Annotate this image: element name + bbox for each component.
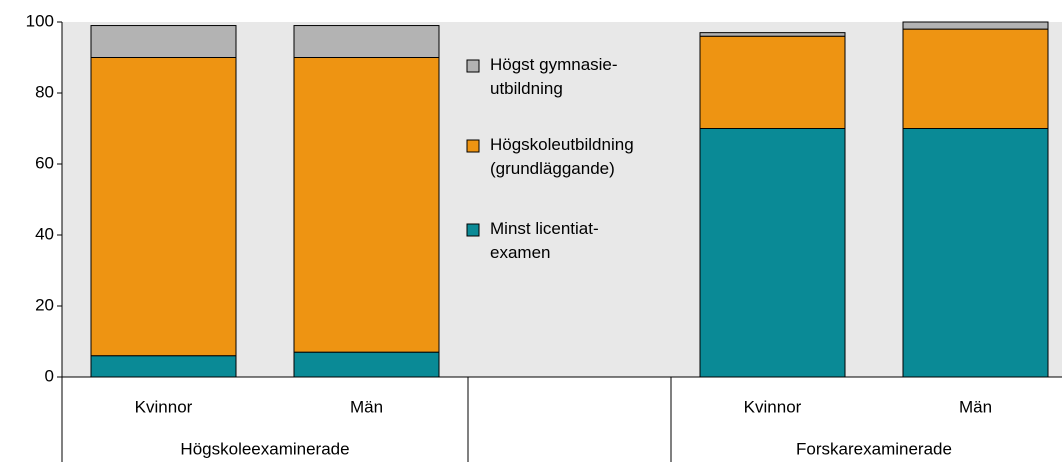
y-tick-label: 40 xyxy=(35,224,54,243)
bar-segment xyxy=(293,351,440,378)
group-label: Forskarexaminerade xyxy=(796,439,952,458)
legend-swatch xyxy=(466,59,480,73)
y-tick-label: 60 xyxy=(35,153,54,172)
y-tick-label: 0 xyxy=(45,366,54,385)
bar-segment xyxy=(902,21,1049,30)
bar-segment xyxy=(902,128,1049,378)
x-tick-label: Kvinnor xyxy=(744,397,802,416)
legend-label: Högst gymnasie-utbildning xyxy=(490,55,618,98)
bar-segment xyxy=(90,355,237,378)
bar-segment xyxy=(902,28,1049,130)
x-tick-label: Män xyxy=(350,397,383,416)
bar-segment xyxy=(90,25,237,58)
x-tick-label: Män xyxy=(959,397,992,416)
bar-segment xyxy=(90,57,237,357)
x-tick-label: Kvinnor xyxy=(135,397,193,416)
bar-segment xyxy=(293,25,440,58)
bar-segment xyxy=(699,128,846,378)
legend-swatch xyxy=(466,223,480,237)
bar-segment xyxy=(293,57,440,353)
legend-label: Högskoleutbildning (grundläggande) xyxy=(490,135,634,178)
group-label: Högskoleexaminerade xyxy=(180,439,349,458)
legend-label: Minst licentiat-examen xyxy=(490,219,599,262)
y-tick-label: 80 xyxy=(35,82,54,101)
legend-swatch xyxy=(466,139,480,153)
bar-segment xyxy=(699,32,846,37)
y-tick-label: 20 xyxy=(35,295,54,314)
bar-segment xyxy=(699,35,846,130)
y-tick-label: 100 xyxy=(26,11,54,30)
